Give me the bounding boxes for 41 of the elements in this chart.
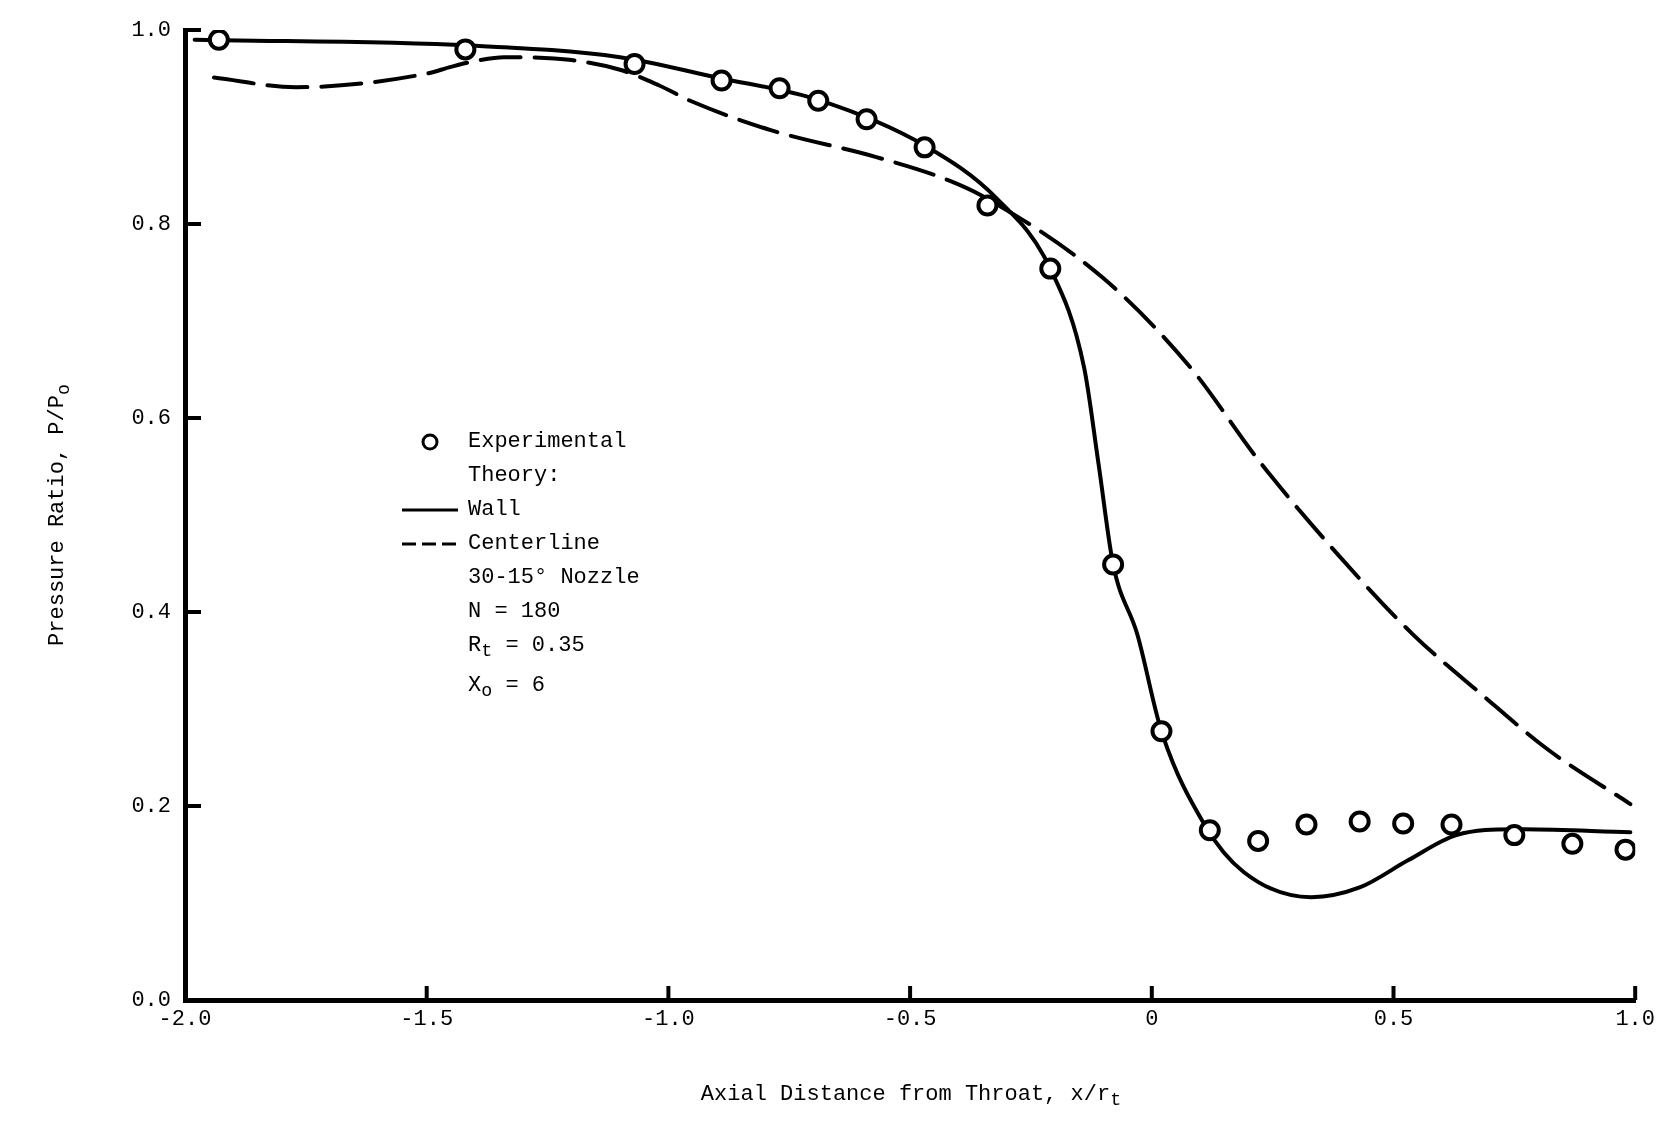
point bbox=[1348, 810, 1371, 833]
annotation: 30-15° Nozzle bbox=[467, 564, 640, 592]
point bbox=[1561, 832, 1584, 855]
point bbox=[768, 77, 791, 100]
y-tick-label: 0.6 bbox=[131, 405, 171, 431]
point bbox=[1039, 257, 1062, 280]
y-tick-label: 0.4 bbox=[131, 599, 171, 625]
point bbox=[623, 52, 646, 75]
point bbox=[1503, 824, 1526, 847]
annotation: N = 180 bbox=[467, 598, 562, 626]
legend-label: Experimental bbox=[468, 428, 627, 456]
point bbox=[1392, 812, 1415, 835]
legend-label: Centerline bbox=[468, 530, 601, 558]
point bbox=[1150, 720, 1173, 743]
point bbox=[207, 30, 230, 51]
y-tick-label: 0.8 bbox=[131, 211, 171, 237]
x-tick-label: -1.0 bbox=[641, 1007, 695, 1033]
point bbox=[1440, 813, 1463, 836]
y-tick-label: 1.0 bbox=[131, 17, 171, 43]
point bbox=[807, 89, 830, 112]
point bbox=[913, 136, 936, 159]
y-tick-label: 0.2 bbox=[131, 793, 171, 819]
point bbox=[976, 194, 999, 217]
annotation: Theory: bbox=[467, 462, 562, 490]
x-axis-title: Axial Distance from Throat, x/r$_{t}$ bbox=[700, 1082, 1122, 1112]
point bbox=[1198, 819, 1221, 842]
point bbox=[1295, 813, 1318, 836]
point bbox=[710, 69, 733, 92]
x-tick-label: -1.5 bbox=[400, 1007, 454, 1033]
annotation: R$_{t}$ = 0.35 bbox=[467, 632, 586, 665]
point bbox=[1614, 838, 1636, 861]
point bbox=[1102, 553, 1125, 576]
x-tick-label: 1.0 bbox=[1615, 1007, 1655, 1033]
point bbox=[1247, 829, 1270, 852]
x-tick-label: 0.5 bbox=[1373, 1007, 1414, 1033]
x-tick-label: -0.5 bbox=[883, 1007, 937, 1033]
point bbox=[454, 38, 477, 61]
legend-label: Wall bbox=[468, 496, 521, 524]
x-tick-label: 0 bbox=[1145, 1007, 1159, 1033]
annotation: X$_{o}$ = 6 bbox=[467, 672, 546, 705]
point bbox=[855, 108, 878, 131]
